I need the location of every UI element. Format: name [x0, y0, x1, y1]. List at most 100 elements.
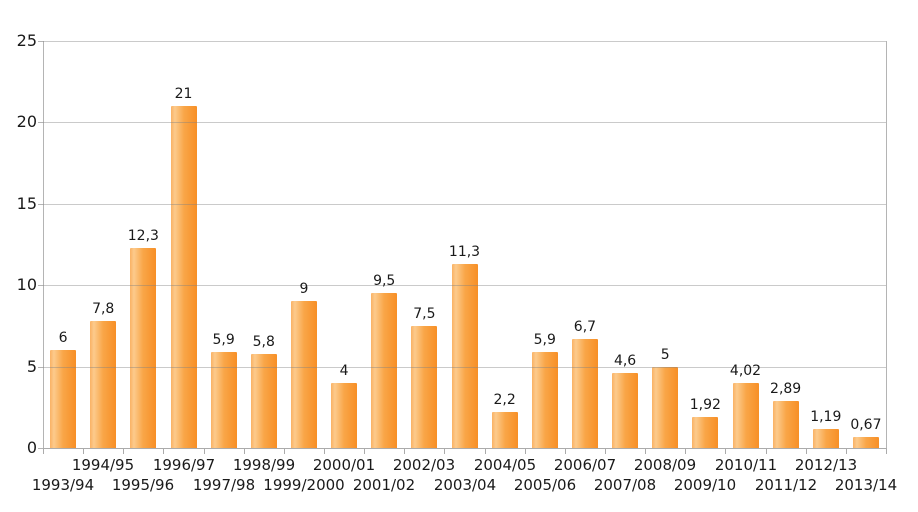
plot-area: 6 7,8 12,3 21 5,9 5,8 9 4 9,5 7,5 11,3 2,2 5,9 6,7 4,6…	[43, 41, 887, 449]
x-axis-label-1998/99: 1998/99	[232, 456, 296, 474]
x-axis-tick-mark	[204, 449, 205, 454]
bar-value-label: 5,8	[252, 334, 275, 350]
x-axis-label-1996/97: 1996/97	[152, 456, 216, 474]
x-axis-tick-mark	[645, 449, 646, 454]
bar-2001/02	[371, 293, 398, 448]
x-axis-label-1994/95: 1994/95	[71, 456, 135, 474]
x-axis-label-2005/06: 2005/06	[513, 476, 577, 494]
bar-value-label: 1,92	[689, 397, 721, 413]
y-axis-tick-label: 5	[26, 357, 37, 376]
y-axis-tick-label: 10	[16, 275, 37, 294]
x-axis-label-1999/2000: 1999/2000	[263, 476, 345, 494]
x-axis-line	[43, 448, 887, 449]
y-axis-tick-mark	[38, 448, 43, 449]
x-axis-tick-mark	[123, 449, 124, 454]
bar-1996/97	[170, 106, 197, 448]
x-axis-label-2006/07: 2006/07	[553, 456, 617, 474]
x-axis-tick-mark	[43, 449, 44, 454]
x-axis-label-1993/94: 1993/94	[31, 476, 95, 494]
x-axis-label-2007/08: 2007/08	[593, 476, 657, 494]
x-axis-tick-mark	[685, 449, 686, 454]
bar-2009/10	[692, 417, 719, 448]
x-axis-tick-mark	[83, 449, 84, 454]
gridline-20	[43, 122, 886, 123]
bar-1997/98	[210, 352, 237, 448]
x-axis-label-2011/12: 2011/12	[754, 476, 818, 494]
bar-value-label: 9	[299, 281, 309, 297]
bar-2006/07	[571, 339, 598, 448]
bar-value-label: 5,9	[533, 332, 556, 348]
y-axis-tick-mark	[38, 285, 43, 286]
bar-2004/05	[491, 412, 518, 448]
x-axis-label-2004/05: 2004/05	[473, 456, 537, 474]
y-axis-tick-label: 25	[16, 31, 37, 50]
bar-value-label: 7,5	[413, 306, 436, 322]
x-axis-label-1995/96: 1995/96	[111, 476, 175, 494]
y-axis-tick-label: 0	[26, 438, 37, 457]
gridline-25	[43, 41, 886, 42]
y-axis-tick-mark	[38, 367, 43, 368]
x-axis-label-2013/14: 2013/14	[834, 476, 898, 494]
bar-1998/99	[250, 354, 277, 448]
x-axis-tick-mark	[525, 449, 526, 454]
bar-value-label: 9,5	[373, 273, 396, 289]
bar-value-label: 12,3	[127, 228, 159, 244]
x-axis-tick-mark	[806, 449, 807, 454]
gridline-15	[43, 204, 886, 205]
bar-2012/13	[812, 429, 839, 448]
bar-2000/01	[331, 383, 358, 448]
bar-value-label: 5,9	[212, 332, 235, 348]
x-axis-tick-mark	[766, 449, 767, 454]
x-axis-tick-mark	[846, 449, 847, 454]
x-axis-tick-mark	[485, 449, 486, 454]
x-axis-tick-mark	[324, 449, 325, 454]
bar-2007/08	[612, 373, 639, 448]
x-axis-tick-mark	[725, 449, 726, 454]
bar-2005/06	[531, 352, 558, 448]
bar-1999/2000	[290, 301, 317, 448]
x-axis-tick-mark	[163, 449, 164, 454]
x-axis-label-2003/04: 2003/04	[433, 476, 497, 494]
bar-value-label: 0,67	[850, 417, 882, 433]
y-axis-line	[43, 41, 44, 449]
bar-value-label: 4	[339, 363, 349, 379]
bar-value-label: 7,8	[92, 301, 115, 317]
x-axis-tick-mark	[444, 449, 445, 454]
bar-value-label: 6	[58, 330, 68, 346]
bar-value-label: 2,2	[493, 392, 516, 408]
bar-2013/14	[852, 437, 879, 448]
bar-1995/96	[130, 248, 157, 448]
x-axis-label-2009/10: 2009/10	[673, 476, 737, 494]
bar-2008/09	[652, 367, 679, 448]
bar-value-label: 5	[660, 347, 670, 363]
bar-1993/94	[50, 350, 77, 448]
x-axis-label-2012/13: 2012/13	[794, 456, 858, 474]
x-axis-label-2010/11: 2010/11	[714, 456, 778, 474]
x-axis-tick-mark	[404, 449, 405, 454]
x-axis-label-2000/01: 2000/01	[312, 456, 376, 474]
x-axis-tick-mark	[284, 449, 285, 454]
y-axis-tick-mark	[38, 204, 43, 205]
bar-2003/04	[451, 264, 478, 448]
bar-2010/11	[732, 383, 759, 448]
y-axis-tick-mark	[38, 122, 43, 123]
bar-value-label: 2,89	[770, 381, 802, 397]
bar-value-label: 6,7	[573, 319, 597, 335]
x-axis-label-2008/09: 2008/09	[633, 456, 697, 474]
bar-value-label: 4,02	[729, 363, 762, 379]
x-axis-tick-mark	[565, 449, 566, 454]
x-axis-tick-mark	[244, 449, 245, 454]
bar-2002/03	[411, 326, 438, 448]
x-axis-label-2001/02: 2001/02	[352, 476, 416, 494]
x-axis-label-1997/98: 1997/98	[192, 476, 256, 494]
bar-2011/12	[772, 401, 799, 448]
x-axis-tick-mark	[605, 449, 606, 454]
x-axis-tick-mark	[886, 449, 887, 454]
y-axis-tick-label: 20	[16, 112, 37, 131]
x-axis-label-2002/03: 2002/03	[392, 456, 456, 474]
plot-right-border	[886, 41, 887, 449]
bar-value-label: 1,19	[810, 409, 842, 425]
y-axis-tick-label: 15	[16, 194, 37, 213]
y-axis-tick-mark	[38, 41, 43, 42]
